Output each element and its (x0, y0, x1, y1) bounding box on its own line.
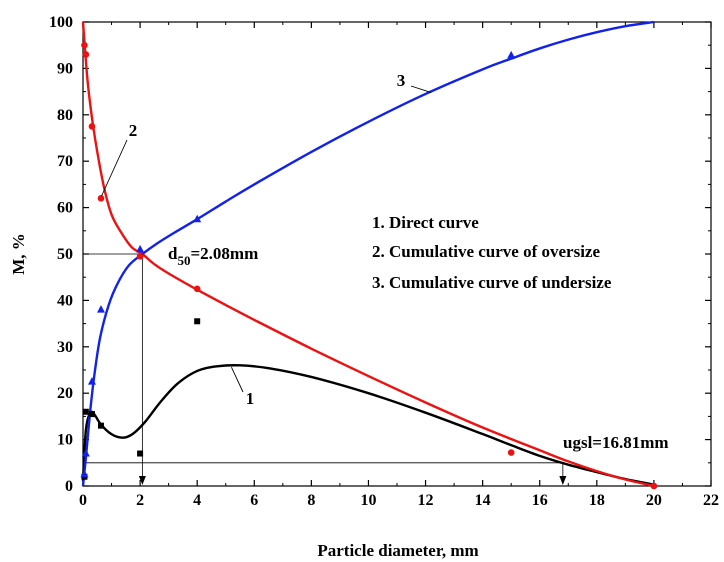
series-2-marker (193, 285, 201, 293)
y-tick-label: 0 (65, 478, 73, 495)
x-tick-label: 10 (360, 492, 376, 509)
curve-2-leader (101, 139, 128, 197)
axis-ticks: 0 2 4 6 8 10 12 14 16 18 20 22010203040506070809010… (49, 14, 719, 509)
legend: 1. Direct curve 2. Cumulative curve of o… (372, 213, 612, 292)
y-tick-label: 50 (57, 246, 73, 263)
curve-1-label: 1 (246, 389, 255, 408)
x-tick-label: 2 (136, 492, 144, 509)
series-3-line (81, 20, 655, 487)
y-tick-label: 80 (57, 107, 73, 124)
series-2-marker (507, 449, 515, 456)
x-tick-label: 12 (418, 492, 434, 509)
series-3-marker (136, 244, 145, 253)
y-tick-label: 10 (57, 432, 73, 449)
curve-3-leader (410, 85, 432, 93)
ugsl-annotation: ugsl=16.81mm (563, 433, 669, 452)
x-tick-label: 0 (79, 492, 87, 509)
series-2-marker (650, 482, 658, 490)
y-axis-label: M, % (9, 233, 28, 275)
x-tick-label: 14 (475, 492, 491, 509)
curve-1-leader (231, 367, 244, 393)
series-3-marker (193, 214, 202, 223)
y-tick-label: 60 (57, 200, 73, 217)
series-2-marker (88, 123, 96, 130)
x-tick-label: 8 (307, 492, 315, 509)
series-1-marker (97, 422, 104, 429)
series-2-marker (136, 253, 144, 260)
ugsl-arrowhead (559, 476, 567, 485)
series-1-marker (82, 408, 89, 415)
y-tick-label: 40 (57, 292, 73, 309)
x-tick-label: 4 (193, 492, 201, 509)
x-tick-label: 6 (250, 492, 258, 509)
x-tick-label: 20 (646, 492, 662, 509)
curve-labels: 1 2 3 (101, 71, 432, 408)
d50-arrowhead (138, 476, 146, 485)
series-3-marker (87, 377, 96, 385)
x-axis-label: Particle diameter, mm (317, 541, 478, 560)
x-tick-label: 22 (703, 492, 719, 509)
series-1-marker (137, 450, 144, 457)
series-2-marker (97, 195, 105, 202)
series-2-marker (82, 51, 90, 58)
y-tick-label: 20 (57, 385, 73, 402)
legend-entry-1: 1. Direct curve (372, 213, 479, 232)
legend-entry-3: 3. Cumulative curve of undersize (372, 273, 612, 292)
d50-rest: =2.08mm (190, 244, 258, 263)
series-3-marker (96, 305, 105, 313)
y-tick-label: 100 (49, 14, 73, 31)
curve-2-label: 2 (129, 121, 138, 140)
curve-3-label: 3 (397, 71, 406, 90)
series-2-marker (81, 41, 88, 49)
series-1-line (81, 364, 655, 486)
x-tick-label: 18 (589, 492, 605, 509)
series-1-marker (88, 411, 95, 418)
y-tick-label: 70 (57, 153, 73, 170)
guide-lines (83, 253, 567, 485)
y-tick-label: 30 (57, 339, 73, 356)
x-tick-label: 16 (532, 492, 548, 509)
d50-annotation: d50=2.08mm (168, 244, 258, 268)
series-3-marker (507, 50, 516, 59)
y-tick-label: 90 (57, 60, 73, 77)
d50-sub: 50 (177, 253, 190, 268)
series-markers (80, 41, 658, 490)
series-3-marker (81, 449, 90, 457)
series-1-marker (194, 318, 201, 325)
d50-main: d (168, 244, 178, 263)
legend-entry-2: 2. Cumulative curve of oversize (372, 242, 600, 261)
series-3-marker (80, 469, 89, 478)
